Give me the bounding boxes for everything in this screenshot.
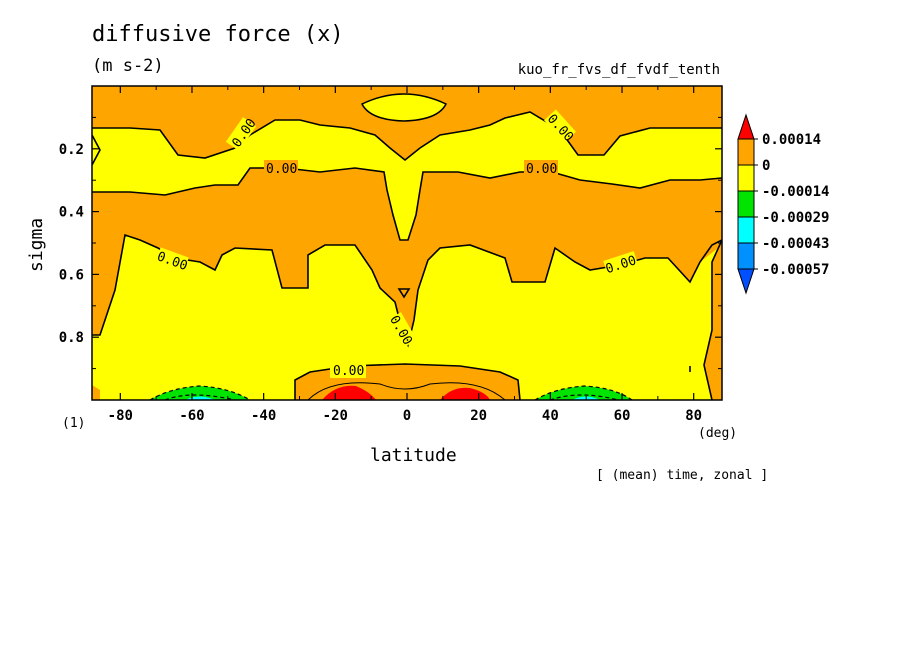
colorbar-segment: [737, 242, 755, 270]
colorbar-segment: [737, 216, 755, 244]
colorbar-top-arrow: [737, 113, 755, 140]
chart-title: diffusive force (x): [92, 22, 344, 47]
x-axis-units: (deg): [698, 426, 738, 441]
colorbar-label: 0.00014: [762, 132, 821, 148]
x-tick-label: -40: [251, 408, 276, 424]
y-tick-label: 0.6: [59, 267, 84, 283]
contour-surface: [294, 363, 521, 400]
contour-upper: [92, 111, 722, 162]
x-tick-label: 0: [403, 408, 411, 424]
contour-label: 0.00: [333, 364, 364, 379]
fill-orange-top: [92, 86, 722, 160]
colorbar-segment: [737, 138, 755, 166]
x-tick-label: 20: [470, 408, 487, 424]
fill-yellow-lens: [360, 93, 448, 122]
colorbar-segment: [737, 164, 755, 192]
dataset-name: kuo_fr_fvs_df_fvdf_tenth: [517, 62, 720, 78]
contour-fills: [92, 86, 722, 400]
x-tick-label: -20: [323, 408, 348, 424]
colorbar: 0.00014 0 -0.00014 -0.00029 -0.00043 -0.00057: [737, 113, 829, 295]
contour-label: 0.00: [266, 162, 297, 177]
fill-orange-left-edge: [92, 385, 100, 400]
x-tick-label: 60: [614, 408, 631, 424]
contour-left-wedge: [92, 134, 101, 166]
fill-orange-right-edge: [704, 240, 722, 400]
footnote: [ (mean) time, zonal ]: [596, 468, 769, 483]
contour-surface-inner: [307, 382, 506, 400]
colorbar-label: -0.00029: [762, 210, 829, 226]
colorbar-bottom-arrow: [737, 268, 755, 295]
x-axis-label: latitude: [370, 445, 457, 466]
fill-yellow-left-wedge: [92, 135, 100, 165]
colorbar-segment: [737, 190, 755, 218]
fill-green-right: [535, 386, 632, 400]
x-tick-label: -60: [179, 408, 204, 424]
colorbar-label: 0: [762, 158, 770, 174]
fill-orange-middle: [92, 168, 722, 345]
x-tick-label: -80: [108, 408, 133, 424]
colorbar-label: -0.00014: [762, 184, 829, 200]
contour-label: 0.00: [526, 162, 557, 177]
fill-red-right: [440, 387, 490, 400]
colorbar-label: -0.00043: [762, 236, 829, 252]
contour-green-left: [149, 385, 251, 400]
y-tick-label: 0.2: [59, 142, 84, 158]
x-axis: -80 -60 -40 -20 0 20 40 60 80: [108, 86, 702, 424]
chart-units: (m s-2): [92, 56, 164, 76]
y-tick-label: 0.8: [59, 330, 84, 346]
contour-right-edge: [703, 239, 722, 400]
y-tick-label: 0.4: [59, 205, 84, 221]
colorbar-label: -0.00057: [762, 262, 829, 278]
x-tick-label: 40: [542, 408, 559, 424]
y-axis: 0.2 0.4 0.6 0.8: [59, 116, 722, 370]
contour-green-right: [534, 385, 633, 400]
x-tick-label: 80: [685, 408, 702, 424]
scale-factor-label: (1): [62, 416, 86, 431]
contour-small-triangle: [397, 288, 411, 299]
contour-middle-top: [92, 167, 722, 241]
